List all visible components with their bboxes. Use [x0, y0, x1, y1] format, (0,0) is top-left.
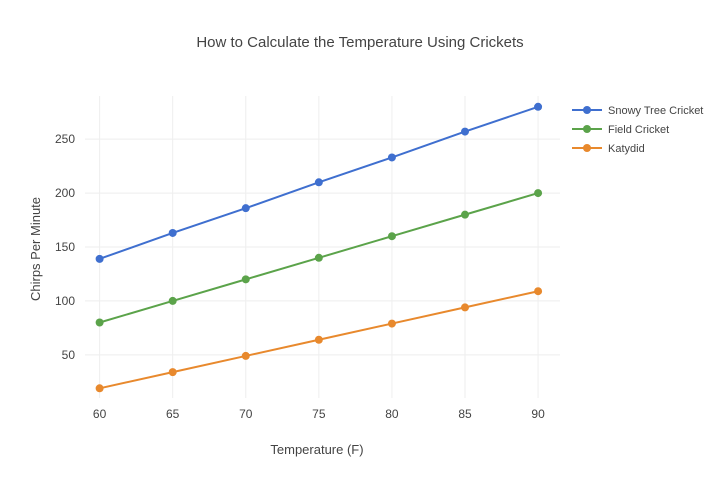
data-point[interactable] — [461, 303, 469, 312]
data-point[interactable] — [168, 368, 177, 377]
data-point[interactable] — [314, 335, 323, 344]
legend-label: Snowy Tree Cricket — [608, 105, 703, 117]
y-tick-label: 100 — [55, 294, 75, 308]
legend[interactable]: Snowy Tree Cricket Field Cricket Katydid — [572, 105, 703, 155]
x-axis-title: Temperature (F) — [270, 442, 363, 457]
data-point[interactable] — [95, 384, 104, 393]
data-point[interactable] — [241, 204, 250, 213]
data-point[interactable] — [387, 319, 396, 328]
data-point[interactable] — [95, 254, 104, 263]
x-tick-label: 90 — [531, 407, 545, 421]
legend-item[interactable]: Katydid — [572, 143, 645, 155]
data-point[interactable] — [241, 275, 250, 284]
y-tick-label: 150 — [55, 240, 75, 254]
data-point[interactable] — [387, 153, 396, 162]
data-point[interactable] — [314, 253, 323, 262]
axis-layer: 60 65 70 75 80 85 90 50 100 150 200 250 — [55, 132, 545, 421]
data-point[interactable] — [461, 127, 469, 136]
series-layer — [95, 102, 543, 393]
data-point[interactable] — [534, 102, 543, 111]
x-tick-label: 70 — [239, 407, 253, 421]
data-point[interactable] — [168, 228, 177, 237]
data-point[interactable] — [461, 210, 469, 219]
legend-item[interactable]: Field Cricket — [572, 124, 669, 136]
chart-title: How to Calculate the Temperature Using C… — [196, 34, 524, 51]
grid-layer — [85, 96, 560, 398]
data-point[interactable] — [168, 296, 177, 305]
data-point[interactable] — [534, 189, 543, 198]
data-point[interactable] — [314, 178, 323, 187]
legend-marker — [583, 144, 591, 152]
y-tick-label: 200 — [55, 186, 75, 200]
y-tick-label: 250 — [55, 132, 75, 146]
x-tick-label: 65 — [166, 407, 180, 421]
y-tick-label: 50 — [62, 348, 76, 362]
legend-label: Field Cricket — [608, 124, 669, 136]
data-point[interactable] — [387, 232, 396, 241]
y-axis-title: Chirps Per Minute — [28, 197, 43, 301]
data-point[interactable] — [241, 351, 250, 360]
legend-label: Katydid — [608, 143, 645, 155]
legend-item[interactable]: Snowy Tree Cricket — [572, 105, 703, 117]
legend-marker — [583, 125, 591, 133]
x-tick-label: 85 — [458, 407, 472, 421]
data-point[interactable] — [534, 287, 543, 296]
legend-marker — [583, 106, 591, 114]
x-tick-label: 60 — [93, 407, 107, 421]
x-tick-label: 80 — [385, 407, 399, 421]
data-point[interactable] — [95, 318, 104, 327]
x-tick-label: 75 — [312, 407, 326, 421]
